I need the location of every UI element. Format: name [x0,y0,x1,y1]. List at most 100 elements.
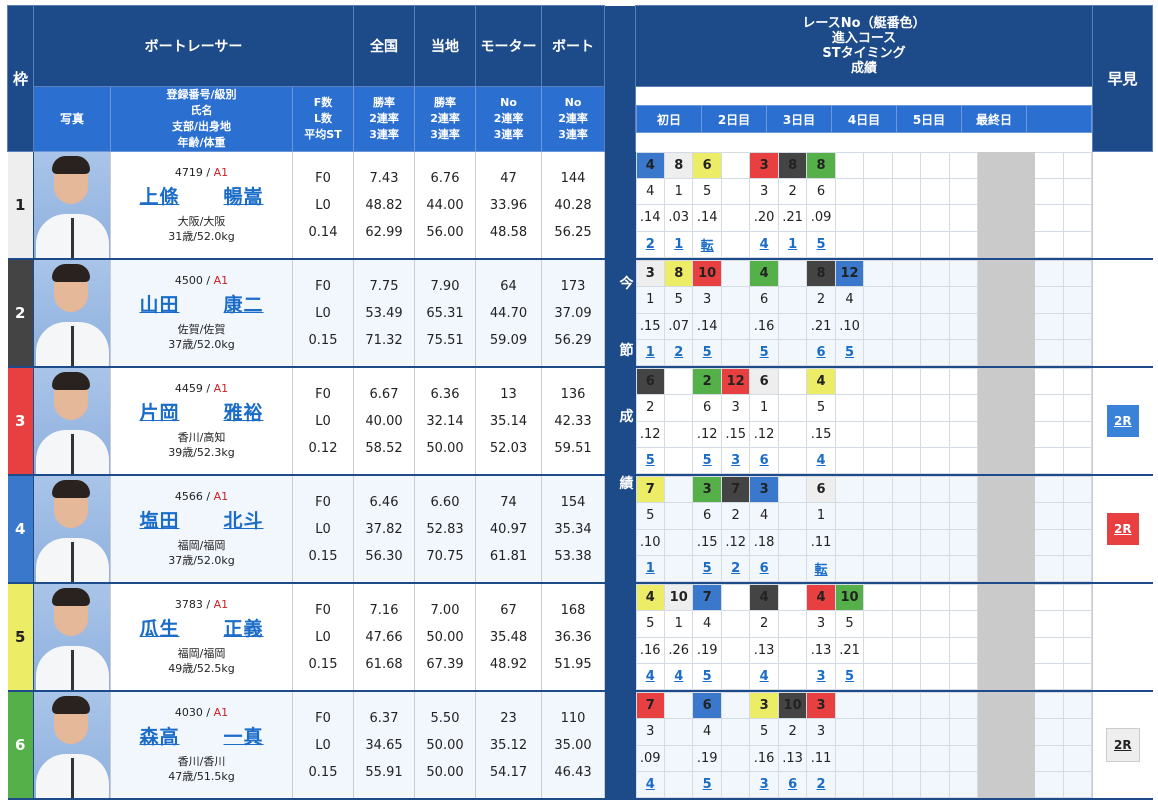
result-link[interactable]: 1 [645,344,655,360]
racer-photo[interactable] [33,475,111,584]
empty-cell [863,446,893,475]
result-cell[interactable]: 5 [834,338,865,367]
blank-cell [1005,475,1036,504]
racer-name-link[interactable]: 山田 康二 [139,290,263,317]
result-cell[interactable]: 5 [692,446,722,475]
result-link[interactable]: 2 [731,560,741,576]
result-link[interactable]: 5 [702,776,712,792]
motor-stats: 67 35.48 48.92 [475,583,543,692]
hayami-button[interactable]: 2R [1106,405,1139,437]
result-link[interactable]: 4 [674,668,684,684]
result-link[interactable]: 3 [731,452,741,468]
waku-number: 2 [7,259,34,368]
result-cell[interactable]: 3 [749,770,779,799]
race-no-cell: 8 [663,151,694,180]
result-cell[interactable]: 4 [635,662,665,691]
result-link[interactable]: 1 [674,236,684,252]
result-cell[interactable]: 2 [635,230,665,258]
result-cell[interactable]: 1 [635,338,665,367]
result-cell[interactable]: 1 [777,230,808,258]
day-header-4: 4日目 [831,105,898,134]
result-link[interactable]: 4 [645,668,655,684]
result-cell[interactable]: 6 [777,770,808,799]
racer-photo[interactable] [33,367,111,476]
racer-name-link[interactable]: 塩田 北斗 [139,506,263,533]
result-cell[interactable]: 転 [692,230,722,258]
result-cell[interactable]: 5 [806,230,836,258]
result-link[interactable]: 4 [816,452,826,468]
racer-name-link[interactable]: 瓜生 正義 [139,614,263,641]
result-cell[interactable]: 5 [749,338,779,367]
result-link[interactable]: 4 [759,236,769,252]
result-link[interactable]: 3 [759,776,769,792]
result-link[interactable]: 6 [816,344,826,360]
result-link[interactable]: 5 [702,560,712,576]
result-link[interactable]: 5 [702,452,712,468]
touchi-value: 50.00 [426,764,464,780]
result-link[interactable]: 6 [759,452,769,468]
result-cell[interactable]: 6 [749,554,779,583]
result-link[interactable]: 5 [816,236,826,252]
result-cell[interactable]: 4 [806,446,836,475]
result-cell[interactable]: 6 [806,338,836,367]
result-cell[interactable]: 5 [834,662,865,691]
result-cell[interactable]: 3 [806,662,836,691]
empty-cell [948,583,979,612]
racer-name-link[interactable]: 森高 一真 [139,722,263,749]
racer-photo[interactable] [33,583,111,692]
racer-name-link[interactable]: 片岡 雅裕 [139,398,263,425]
result-link[interactable]: 4 [759,668,769,684]
race-record-grid: 4 8 6 3 8 8 4 1 5 3 2 6.14.03.14.20.21.09 2 1 転 4 1 5 [635,151,1093,258]
race-title-line: レースNo（艇番色） [802,16,926,31]
result-link[interactable]: 1 [788,236,798,252]
race-no-cell: 10 [663,583,694,612]
result-link[interactable]: 5 [845,668,855,684]
course-cell: 3 [720,394,751,422]
result-cell[interactable]: 4 [749,662,779,691]
result-cell[interactable]: 6 [749,446,779,475]
result-cell[interactable]: 5 [692,338,722,367]
result-cell[interactable]: 5 [635,446,665,475]
result-cell[interactable]: 転 [806,554,836,583]
result-link[interactable]: 5 [645,452,655,468]
race-no-cell: 8 [806,259,836,288]
result-link[interactable]: 2 [674,344,684,360]
result-cell[interactable]: 2 [720,554,751,583]
result-cell[interactable]: 5 [692,662,722,691]
racer-photo[interactable] [33,691,111,800]
racer-photo[interactable] [33,259,111,368]
result-cell[interactable]: 4 [749,230,779,258]
result-link[interactable]: 5 [759,344,769,360]
racer-name-link[interactable]: 上條 暢嵩 [139,182,263,209]
result-cell[interactable]: 2 [806,770,836,799]
racer-info: 4030 / A1 森高 一真 香川/香川 47歳/51.5kg [110,691,293,800]
hayami-button[interactable]: 2R [1105,728,1140,762]
age-weight: 39歳/52.3kg [168,446,235,459]
result-link[interactable]: 転 [814,562,828,578]
result-link[interactable]: 4 [645,776,655,792]
result-link[interactable]: 5 [702,344,712,360]
result-cell[interactable]: 3 [720,446,751,475]
result-link[interactable]: 5 [702,668,712,684]
result-cell[interactable]: 2 [663,338,694,367]
result-cell[interactable]: 1 [663,230,694,258]
zenkoku-value: 56.30 [365,548,403,564]
result-cell[interactable]: 1 [635,554,665,583]
result-link[interactable]: 6 [788,776,798,792]
hayami-button[interactable]: 2R [1106,513,1139,545]
empty-cell [1034,528,1064,556]
result-link[interactable]: 2 [645,236,655,252]
result-cell[interactable]: 5 [692,770,722,799]
result-link[interactable]: 2 [816,776,826,792]
result-link[interactable]: 転 [700,238,714,254]
result-link[interactable]: 1 [645,560,655,576]
result-cell[interactable]: 4 [663,662,694,691]
result-cell[interactable]: 5 [692,554,722,583]
race-record-grid: 7 6 3 10 3 3 4 5 2 3.09.19.16.13.11 4 5 3 6 2 [635,691,1093,799]
result-link[interactable]: 3 [816,668,826,684]
result-cell[interactable]: 4 [635,770,665,799]
racer-photo[interactable] [33,151,111,260]
boat-header-line: 2連率 [558,112,588,125]
result-link[interactable]: 6 [759,560,769,576]
result-link[interactable]: 5 [845,344,855,360]
